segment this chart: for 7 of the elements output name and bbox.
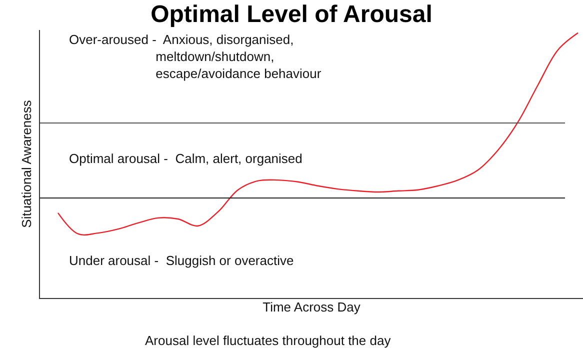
chart-title: Optimal Level of Arousal: [150, 1, 432, 28]
y-axis-title: Situational Awareness: [18, 100, 34, 228]
x-axis-title: Time Across Day: [262, 300, 361, 315]
annotation: Optimal arousal - Calm, alert, organised: [69, 151, 302, 166]
annotation: Under arousal - Sluggish or overactive: [69, 253, 294, 268]
text: Arousal level fluctuates throughout the day: [145, 333, 392, 348]
annotation: Over-aroused - Anxious, disorganised, meltdown/shutdown, escape/avoidance behaviour: [69, 32, 322, 81]
